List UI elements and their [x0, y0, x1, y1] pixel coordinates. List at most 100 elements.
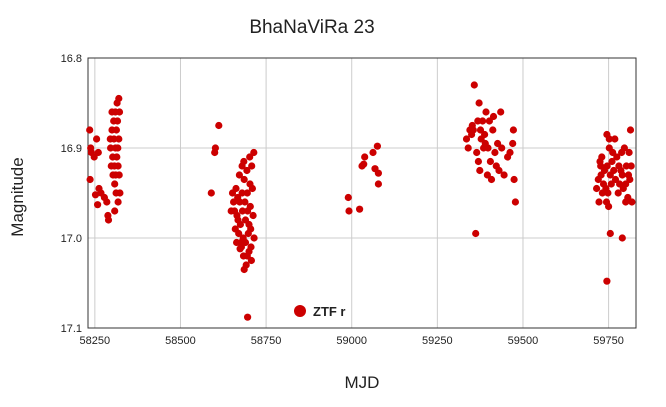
- data-point: [604, 189, 612, 197]
- data-point: [464, 144, 472, 152]
- data-point: [114, 144, 122, 152]
- data-point: [626, 175, 634, 184]
- data-point: [86, 175, 94, 184]
- data-point: [246, 202, 254, 211]
- data-point: [244, 313, 252, 321]
- data-point: [472, 229, 480, 238]
- data-point: [207, 189, 215, 197]
- data-point: [113, 153, 121, 161]
- data-point: [235, 171, 243, 179]
- data-point: [236, 220, 244, 229]
- x-tick-label: 58250: [80, 335, 111, 347]
- data-point: [241, 198, 249, 206]
- x-tick-label: 59500: [508, 335, 539, 347]
- data-point: [115, 135, 123, 143]
- data-point: [497, 108, 505, 116]
- data-point: [215, 121, 223, 130]
- data-point: [243, 189, 251, 197]
- data-point: [243, 252, 251, 260]
- data-point: [595, 198, 603, 206]
- data-point: [238, 207, 247, 215]
- y-axis-ticks: 16.8 16.9 17.0 17.1: [61, 53, 82, 335]
- data-point: [115, 94, 123, 103]
- data-point: [91, 191, 100, 199]
- data-point: [491, 148, 499, 157]
- data-point: [510, 175, 518, 184]
- x-tick-label: 58750: [251, 335, 282, 347]
- data-point: [112, 126, 120, 134]
- data-point: [356, 205, 364, 213]
- data-point: [509, 126, 517, 134]
- data-point: [344, 193, 352, 202]
- data-point: [628, 198, 636, 206]
- data-point: [236, 245, 244, 253]
- data-point: [361, 153, 369, 161]
- x-tick-label: 58500: [165, 335, 196, 347]
- data-point: [250, 234, 258, 242]
- y-tick-label: 17.1: [61, 323, 82, 335]
- data-point: [233, 238, 241, 247]
- data-point: [614, 189, 622, 197]
- data-point: [482, 108, 490, 116]
- data-points: [86, 81, 636, 321]
- data-point: [608, 157, 616, 166]
- data-point: [248, 162, 256, 170]
- data-point: [611, 135, 619, 143]
- data-point: [111, 207, 119, 215]
- y-tick-label: 16.8: [61, 53, 82, 65]
- chart-title: BhaNaViRa 23: [249, 17, 374, 38]
- data-point: [626, 126, 635, 134]
- data-point: [86, 126, 94, 134]
- plot-frame: [87, 57, 637, 329]
- data-point: [232, 184, 240, 193]
- data-point: [509, 139, 517, 148]
- data-point: [240, 265, 248, 274]
- data-point: [245, 220, 253, 229]
- data-point: [489, 126, 497, 134]
- data-point: [486, 157, 494, 166]
- data-point: [511, 198, 519, 206]
- data-point: [114, 198, 122, 206]
- x-tick-label: 59000: [336, 335, 367, 347]
- data-point: [593, 184, 601, 193]
- data-point: [94, 148, 102, 157]
- data-point: [235, 229, 243, 238]
- data-point: [603, 277, 611, 285]
- data-point: [114, 162, 122, 170]
- data-point: [240, 157, 248, 166]
- data-point: [481, 130, 489, 139]
- data-point: [238, 189, 246, 197]
- data-point: [606, 229, 614, 238]
- legend[interactable]: ZTF r: [294, 304, 346, 319]
- data-point: [598, 153, 606, 161]
- data-point: [469, 126, 477, 134]
- data-point: [603, 162, 611, 170]
- y-axis-label: Magnitude: [8, 157, 27, 236]
- data-point: [484, 144, 492, 152]
- data-point: [115, 171, 123, 179]
- data-point: [240, 175, 248, 184]
- data-point: [495, 166, 503, 175]
- data-point: [474, 157, 482, 166]
- data-point: [249, 211, 257, 220]
- data-point: [487, 175, 496, 184]
- data-point: [103, 198, 111, 206]
- data-point: [479, 117, 487, 125]
- data-point: [373, 142, 381, 150]
- data-point: [607, 180, 615, 188]
- data-point: [369, 148, 377, 157]
- data-point: [500, 171, 508, 179]
- data-point: [620, 144, 629, 152]
- data-point: [462, 135, 471, 143]
- data-point: [603, 130, 611, 139]
- x-tick-label: 59750: [593, 335, 624, 347]
- x-tick-label: 59250: [422, 335, 453, 347]
- data-point: [94, 201, 102, 209]
- legend-marker: [294, 305, 306, 317]
- data-point: [470, 81, 478, 89]
- data-point: [506, 148, 514, 157]
- data-point: [627, 162, 635, 170]
- data-point: [374, 169, 382, 177]
